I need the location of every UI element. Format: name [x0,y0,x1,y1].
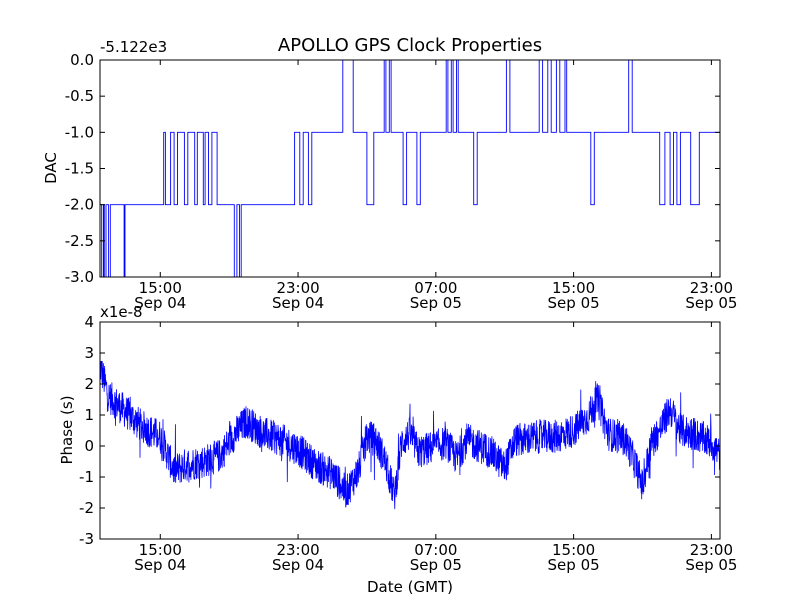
y-tick-label: -1.5 [65,160,94,178]
y-tick-label: -2.5 [65,232,94,250]
phase-y-ticks: -3 -2 -1 0 1 2 3 4 [79,313,720,548]
phase-series [99,360,721,510]
chart-title: APOLLO GPS Clock Properties [278,35,542,56]
y-tick-label: -1.0 [65,123,94,141]
y-tick-label: -1 [79,468,94,486]
x-tick-time-label: 23:00 [276,541,319,559]
x-tick-time-label: 23:00 [690,279,733,297]
x-tick-time-label: 23:00 [690,541,733,559]
dac-y-ticks: -3.0 -2.5 -2.0 -1.5 -1.0 -0.5 0.0 [65,51,720,286]
x-tick-date-label: Sep 05 [410,556,462,574]
dac-plot-area [100,60,720,277]
dac-y-axis-label: DAC [42,152,60,184]
x-tick-time-label: 15:00 [552,541,595,559]
y-tick-label: 3 [84,344,94,362]
x-tick-time-label: 07:00 [414,279,457,297]
x-tick-date-label: Sep 05 [548,294,600,312]
y-tick-label: 2 [84,375,94,393]
x-tick-date-label: Sep 05 [685,294,737,312]
x-tick-date-label: Sep 04 [134,556,186,574]
x-tick-date-label: Sep 05 [548,556,600,574]
x-tick-time-label: 15:00 [139,279,182,297]
y-tick-label: 0.0 [70,51,94,69]
y-tick-label: 4 [84,313,94,331]
phase-plot-frame [99,321,721,540]
dac-offset-label: -5.122e3 [100,38,167,56]
dac-line [100,59,720,278]
y-tick-label: 0 [84,437,94,455]
phase-y-axis-label: Phase (s) [58,395,76,464]
y-tick-label: -3 [79,530,94,548]
dac-series [100,59,720,278]
y-tick-label: 1 [84,406,94,424]
phase-line [99,360,721,510]
x-tick-time-label: 15:00 [552,279,595,297]
y-tick-label: -0.5 [65,87,94,105]
x-tick-time-label: 15:00 [139,541,182,559]
y-tick-label: -2.0 [65,196,94,214]
x-tick-date-label: Sep 05 [685,556,737,574]
x-tick-time-label: 23:00 [276,279,319,297]
x-tick-date-label: Sep 05 [410,294,462,312]
x-tick-time-label: 07:00 [414,541,457,559]
y-tick-label: -2 [79,499,94,517]
x-tick-date-label: Sep 04 [272,556,324,574]
x-tick-date-label: Sep 04 [272,294,324,312]
y-tick-label: -3.0 [65,268,94,286]
phase-x-axis-label: Date (GMT) [367,578,453,596]
x-tick-date-label: Sep 04 [134,294,186,312]
phase-offset-label: x1e-8 [100,303,143,321]
